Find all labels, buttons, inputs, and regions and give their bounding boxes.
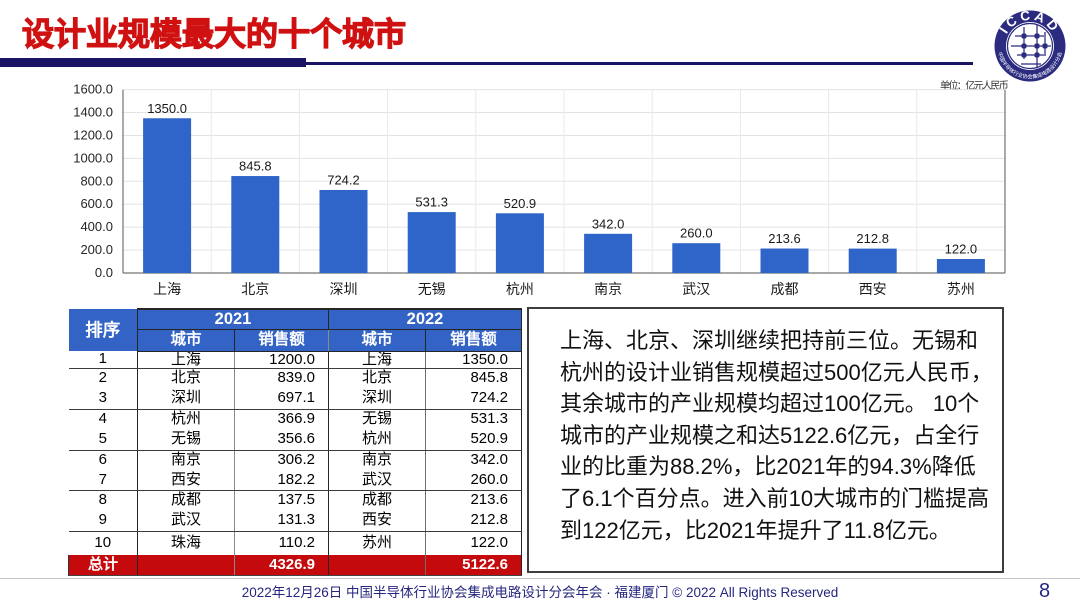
svg-text:800.0: 800.0 bbox=[80, 173, 113, 188]
svg-text:无锡: 无锡 bbox=[418, 281, 446, 297]
svg-text:0.0: 0.0 bbox=[95, 265, 113, 280]
svg-text:724.2: 724.2 bbox=[327, 172, 360, 187]
svg-text:1000.0: 1000.0 bbox=[73, 150, 113, 165]
svg-text:600.0: 600.0 bbox=[80, 196, 113, 211]
svg-text:212.8: 212.8 bbox=[856, 231, 889, 246]
svg-text:1400.0: 1400.0 bbox=[73, 105, 113, 120]
svg-text:1200.0: 1200.0 bbox=[73, 127, 113, 142]
svg-text:400.0: 400.0 bbox=[80, 219, 113, 234]
svg-text:122.0: 122.0 bbox=[945, 242, 978, 257]
svg-text:上海: 上海 bbox=[153, 281, 181, 297]
svg-text:武汉: 武汉 bbox=[682, 281, 710, 297]
svg-text:845.8: 845.8 bbox=[239, 159, 272, 174]
svg-text:成都: 成都 bbox=[771, 281, 799, 297]
svg-text:520.9: 520.9 bbox=[504, 196, 537, 211]
svg-text:杭州: 杭州 bbox=[506, 281, 534, 297]
svg-text:531.3: 531.3 bbox=[415, 195, 448, 210]
svg-text:1600.0: 1600.0 bbox=[73, 82, 113, 97]
svg-text:200.0: 200.0 bbox=[80, 242, 113, 257]
svg-text:西安: 西安 bbox=[859, 281, 887, 297]
svg-text:342.0: 342.0 bbox=[592, 216, 625, 231]
svg-text:北京: 北京 bbox=[241, 281, 269, 297]
svg-text:苏州: 苏州 bbox=[947, 281, 975, 297]
svg-text:南京: 南京 bbox=[594, 281, 622, 297]
svg-text:260.0: 260.0 bbox=[680, 226, 713, 241]
svg-text:213.6: 213.6 bbox=[768, 231, 801, 246]
svg-text:深圳: 深圳 bbox=[330, 281, 358, 297]
svg-text:1350.0: 1350.0 bbox=[147, 101, 187, 116]
